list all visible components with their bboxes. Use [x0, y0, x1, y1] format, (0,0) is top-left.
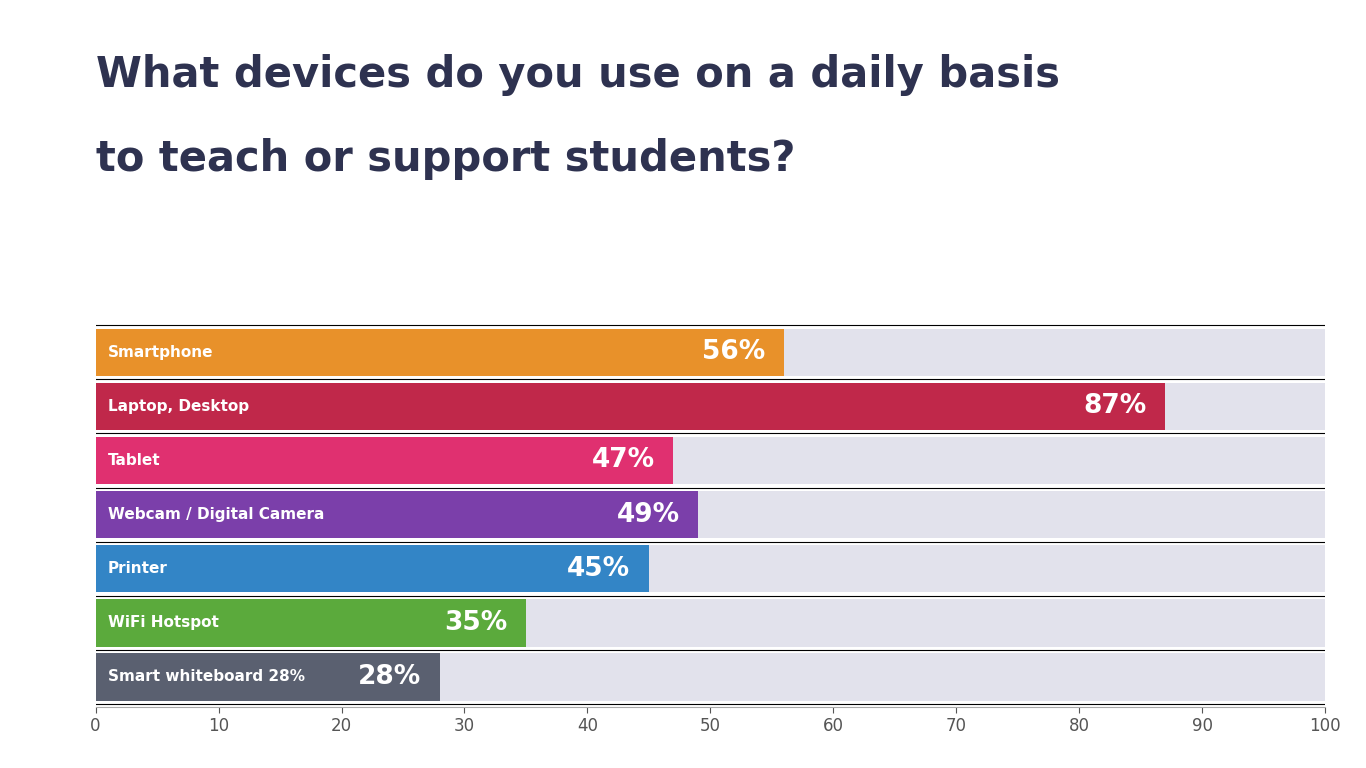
Text: 45%: 45%	[567, 555, 631, 581]
Text: 35%: 35%	[444, 610, 508, 636]
Bar	[96, 491, 698, 538]
Text: 49%: 49%	[616, 502, 680, 528]
Text: Webcam / Digital Camera: Webcam / Digital Camera	[108, 507, 324, 522]
Text: Tablet: Tablet	[108, 453, 161, 468]
Bar	[96, 653, 1325, 700]
Text: to teach or support students?: to teach or support students?	[96, 138, 795, 180]
Text: Smart whiteboard 28%: Smart whiteboard 28%	[108, 670, 305, 684]
Text: What devices do you use on a daily basis: What devices do you use on a daily basis	[96, 54, 1060, 96]
Bar	[96, 653, 440, 700]
Text: 87%: 87%	[1083, 393, 1147, 419]
Text: Printer: Printer	[108, 561, 168, 576]
Bar	[96, 382, 1165, 430]
Bar	[96, 491, 1325, 538]
Bar	[96, 329, 784, 376]
Bar	[96, 437, 1325, 485]
Text: Laptop, Desktop: Laptop, Desktop	[108, 399, 249, 414]
Bar	[96, 545, 1325, 592]
Bar	[96, 329, 1325, 376]
Text: WiFi Hotspot: WiFi Hotspot	[108, 615, 219, 631]
Bar	[96, 599, 1325, 647]
Bar	[96, 545, 649, 592]
Text: 28%: 28%	[358, 664, 421, 690]
Bar	[96, 437, 673, 485]
Text: 56%: 56%	[702, 339, 765, 366]
Bar	[96, 382, 1325, 430]
Text: 47%: 47%	[591, 448, 656, 474]
Bar	[96, 599, 526, 647]
Text: Smartphone: Smartphone	[108, 345, 213, 359]
